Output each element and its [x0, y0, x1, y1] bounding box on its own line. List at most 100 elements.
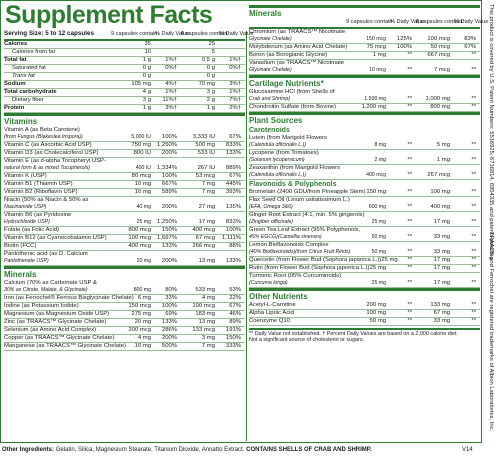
- daily-value-9: **: [407, 256, 412, 263]
- nutrient-detail: natural form & as mixed Tocopherols): [4, 164, 91, 171]
- nutrient-line: Acetyl-L-Carnitine 200 mg: [249, 302, 386, 309]
- nutrient-detail-line: (Calendula officinalis L.)) 400 mcg: [249, 172, 386, 179]
- nutrient-row: Bromelain (2400 GDU/from Pineapple Stem)…: [249, 189, 480, 197]
- nutrient-line: Vitamin D3 (as Cholecalciferol USP) 800 I…: [4, 150, 151, 157]
- nutrient-row: Vitamin B2 (Riboflavin USP) 10 mg 589% 7 mg…: [4, 189, 245, 197]
- amount-9: 80 mcg: [131, 172, 151, 179]
- amount-9: 100 mg: [366, 309, 386, 316]
- amount-9: 200 mg: [366, 301, 386, 308]
- nutrient-detail: (Calendula officinalis L.)): [249, 141, 307, 148]
- nutrient-line: Calories 35: [4, 41, 151, 48]
- nutrient-line: Chondroitin Sulfate (from Bovine) 1,200 m…: [249, 104, 386, 111]
- nutrient-cell: Calories from fat 10: [4, 49, 151, 56]
- amount-6: 5: [211, 48, 215, 55]
- nutrient-detail: (EFA, Omega 3&6): [249, 203, 293, 210]
- amount-9: 25 mg: [369, 264, 386, 271]
- daily-value-6: 67%: [229, 172, 241, 179]
- nutrient-cell: Acetyl-L-Carnitine 200 mg: [249, 302, 386, 309]
- amount-6: 17 mg: [433, 279, 450, 286]
- serving-size: Serving Size: 5 to 12 capsules: [4, 30, 94, 37]
- daily-value-9: 4%†: [165, 80, 177, 87]
- daily-value-6: 333%: [225, 342, 241, 349]
- nutrient-name: Vitamin A (as Beta Carotene): [4, 126, 80, 133]
- nutrient-cell: Turmeric Root (95% Curcuminoids) (Curcuma…: [249, 273, 386, 287]
- nutrient-detail-line: (Zingiber officinale) 25 mg: [249, 219, 386, 226]
- nutrient-name: Glucosamine HCl (from Shells of: [249, 88, 335, 95]
- nutrient-cell: Vitamin C (as Ascorbic Acid USP) 750 mg: [4, 142, 151, 149]
- daily-value-6: **: [471, 51, 476, 58]
- nutrient-name: Vanadium (as TRAACS™ Nicotinate: [249, 59, 345, 66]
- group-title: Cartilage Nutrients*: [249, 74, 480, 89]
- daily-value-6: 1%†: [229, 88, 241, 95]
- nutrient-detail-line: (Solanum lycopersicum) 2 mg: [249, 157, 386, 164]
- amount-9: 25 mg: [371, 218, 386, 225]
- nutrient-line: Ginger Root Extract (4:1, min. 5% ginger…: [249, 212, 386, 219]
- nutrient-detail: 30% as Citrate, Malate, & Glycinate): [4, 286, 88, 293]
- nutrient-detail-line: Glycinate Chelate) 10 mcg: [249, 67, 386, 74]
- nutrient-row: Selenium (as Amino Acid Complex) 200 mcg 2…: [4, 327, 245, 335]
- amount-6: 3 mg: [201, 334, 215, 341]
- nutrient-name: Calcium (70% as Carbonate USP &: [4, 279, 97, 286]
- nutrient-cell: Chromium (as TRAACS™ Nicotinate Glycinate…: [249, 29, 386, 43]
- amount-6: 1,000 mg: [425, 95, 450, 102]
- nutrient-detail-line: Niacinamide USP) 40 mg: [4, 204, 151, 211]
- daily-value-6: 150%: [225, 334, 241, 341]
- nutrient-cell: Biotin (FCC) 400 mcg: [4, 243, 151, 250]
- nutrient-row: Dietary fiber 3 g 11%† 2 g 7%†: [4, 97, 245, 105]
- nutrient-row: Sodium 105 mg 4%† 70 mg 3%†: [4, 81, 245, 89]
- nutrient-name: Pantothenic acid (as D. Calcium: [4, 250, 88, 257]
- nutrient-detail-line: 30% as Citrate, Malate, & Glycinate) 800 …: [4, 287, 151, 294]
- daily-value-9: **: [407, 301, 412, 308]
- nutrient-cell: Vanadium (as TRAACS™ Nicotinate Glycinate…: [249, 60, 386, 74]
- amount-6: 7 mg: [201, 342, 215, 349]
- nutrient-detail: Niacinamide USP): [4, 203, 47, 210]
- daily-value-6: 1%†: [229, 56, 241, 63]
- daily-value-9: 286%: [161, 326, 177, 333]
- nutrient-cell: Calcium (70% as Carbonate USP & 30% as Ci…: [4, 280, 151, 294]
- nutrient-line: Trans fat 0 g: [12, 73, 151, 80]
- nutrient-name: Flax Seed Oil (Linum usitatissimum L.): [249, 196, 350, 203]
- nutrient-group: Vitamins Vitamin A (as Beta Carotene) (fro…: [4, 112, 245, 266]
- amount-9: 105 mg: [131, 80, 151, 87]
- nutrient-name: Protein: [4, 104, 25, 111]
- nutrient-group: Minerals 9 capsules contain:% Daily Value…: [249, 5, 489, 75]
- daily-value-6: 889%: [225, 164, 241, 171]
- nutrient-detail: (40% Bioflavonoids)(from Citrus Fruit Ri…: [249, 248, 351, 255]
- amount-9: 10 mg: [134, 180, 151, 187]
- nutrient-cell: Total carbohydrate 4 g: [4, 89, 151, 96]
- daily-value-9: 1%†: [165, 56, 177, 63]
- nutrient-detail-line: (from Fungus (Blakeslea trispora)) 5,000 …: [4, 134, 151, 141]
- nutrient-row: Zinc (as TRAACS™ Glycinate Chelate) 20 mg…: [4, 319, 245, 327]
- nutrient-detail: (Calendula officinalis L.)): [249, 171, 307, 178]
- column-heading: % Daily Value: [454, 19, 489, 25]
- daily-value-6: 53%: [229, 286, 241, 293]
- nutrient-line: Vitamin B2 (Riboflavin USP) 10 mg: [4, 189, 151, 196]
- nutrient-cell: Coenzyme Q10 50 mg: [249, 318, 386, 325]
- nutrient-cell: Magnesium (as Magnesium Oxide USP) 275 mg: [4, 311, 151, 318]
- daily-value-6: 133%: [225, 257, 241, 264]
- daily-value-6: **: [471, 156, 476, 163]
- daily-value-9: 69%: [165, 310, 177, 317]
- daily-value-6: 0%†: [229, 64, 241, 71]
- nutrient-line: Copper (as TRAACS™ Glycinate Chelate) 4 m…: [4, 335, 151, 342]
- amount-6: 100 mcg: [427, 35, 450, 42]
- nutrient-name: Molybdenum (as Amino Acid Chelate): [249, 43, 348, 50]
- nutrient-name: Magnesium (as Magnesium Oxide USP): [4, 310, 110, 317]
- amount-9: 1 g: [142, 56, 151, 63]
- nutrient-cell: Pantothenic acid (as D. Calcium Pantothen…: [4, 251, 151, 265]
- daily-value-6: 3%†: [229, 80, 241, 87]
- nutrient-detail-line: Glycinate Chelate) 150 mcg: [249, 36, 386, 43]
- daily-value-9: 0%†: [165, 64, 177, 71]
- daily-value-6: **: [471, 301, 476, 308]
- nutrient-line: Chromium (as TRAACS™ Nicotinate: [249, 29, 386, 36]
- amount-9: 150 mg: [366, 188, 386, 195]
- nutrient-name: Biotin (FCC): [4, 242, 37, 249]
- nutrient-detail-line: (Calendula officinalis L.)) 8 mg: [249, 142, 386, 149]
- daily-value-9: 200%: [161, 149, 177, 156]
- amount-9: 10 mg: [134, 188, 151, 195]
- amount-6: 17 mg: [433, 256, 450, 263]
- amount-6: 100 mcg: [192, 302, 215, 309]
- allergen-warning: CONTAINS SHELLS OF CRAB AND SHRIMP.: [246, 447, 372, 453]
- nutrient-line: Glucosamine HCl (from Shells of: [249, 89, 386, 96]
- nutrient-row: Pantothenic acid (as D. Calcium Pantothen…: [4, 251, 245, 266]
